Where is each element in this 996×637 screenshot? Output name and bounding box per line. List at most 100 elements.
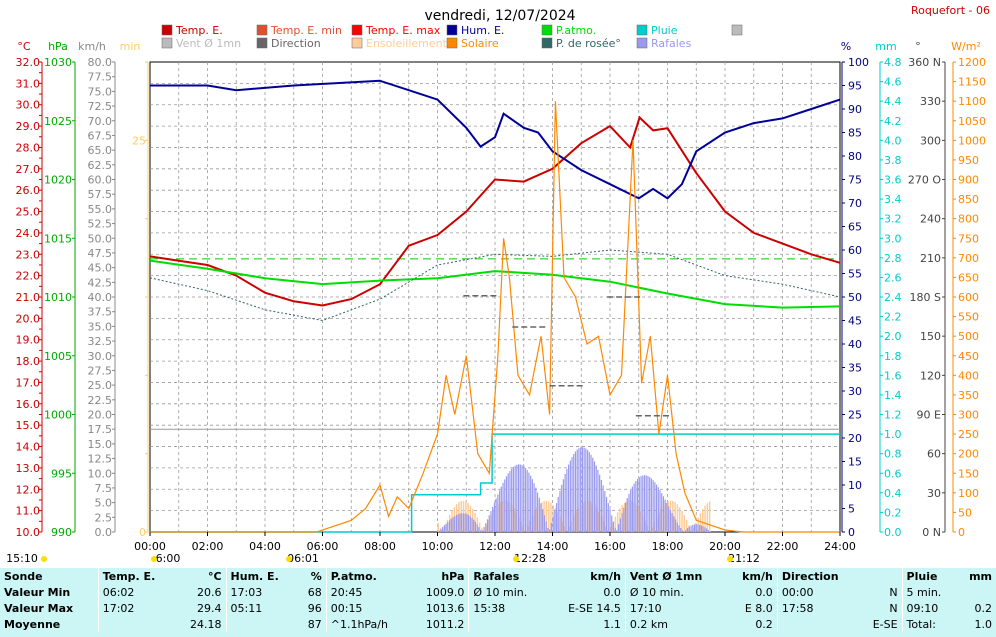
summary-header: hPa bbox=[441, 569, 465, 583]
solar-axis-unit: W/m² bbox=[951, 40, 981, 53]
rain-tick-label: 0.0 bbox=[884, 526, 902, 539]
sunshine-bar bbox=[651, 527, 653, 532]
cell: 17:02 bbox=[97, 600, 176, 616]
pressure-axis-unit: hPa bbox=[48, 40, 68, 53]
legend-swatch bbox=[541, 24, 553, 36]
legend-label: Ensoleillement bbox=[366, 37, 448, 50]
weather-chart: vendredi, 12/07/2024 Roquefort - 06 Temp… bbox=[6, 4, 990, 565]
x-tick-label: 00:00 bbox=[134, 540, 166, 553]
temp-tick-label: 15.0 bbox=[16, 419, 41, 432]
wind-tick-label: 32.5 bbox=[88, 335, 113, 348]
sunshine-bar bbox=[699, 513, 702, 532]
temp-tick-label: 18.0 bbox=[16, 355, 41, 368]
cell: Ø 10 min. bbox=[624, 584, 728, 600]
wind-tick-label: 55.0 bbox=[88, 203, 113, 216]
cell: 20:45 bbox=[325, 584, 410, 600]
legend-swatch bbox=[446, 37, 458, 49]
series-line bbox=[149, 115, 841, 307]
rain-tick-label: 4.2 bbox=[884, 115, 902, 128]
solar-tick-label: 600 bbox=[958, 291, 979, 304]
cell: E 8.0 bbox=[744, 601, 773, 615]
sunshine-bar bbox=[458, 502, 460, 532]
summary-header: % bbox=[310, 569, 322, 583]
solar-tick-label: 100 bbox=[958, 487, 979, 500]
humidity-tick-label: 100 bbox=[848, 56, 869, 69]
direction-tick-label: 330 bbox=[920, 95, 941, 108]
x-tick-label: 04:00 bbox=[249, 540, 281, 553]
wind-tick-label: 50.0 bbox=[88, 232, 113, 245]
cell: 1009.0 bbox=[425, 585, 465, 599]
sunshine-bar bbox=[683, 515, 686, 532]
sunshine-bar bbox=[534, 511, 536, 532]
sunshine-bar bbox=[513, 508, 515, 532]
cell: 09:10 bbox=[901, 600, 957, 616]
solar-tick-label: 1100 bbox=[958, 95, 986, 108]
cell: 24.18 bbox=[190, 617, 222, 631]
sunshine-bar bbox=[520, 521, 522, 532]
direction-tick-label: 150 bbox=[920, 330, 941, 343]
cell bbox=[957, 584, 996, 600]
wind-tick-label: 37.5 bbox=[88, 306, 113, 319]
series-line bbox=[149, 249, 841, 322]
rain-tick-label: 3.6 bbox=[884, 174, 902, 187]
sunshine-axis-unit: min bbox=[120, 40, 141, 53]
pressure-tick-label: 1030 bbox=[44, 56, 72, 69]
cell: 29.4 bbox=[197, 601, 222, 615]
temp-tick-label: 26.0 bbox=[16, 184, 41, 197]
direction-tick-label: 120 bbox=[920, 369, 941, 382]
temp-tick-label: 21.0 bbox=[16, 291, 41, 304]
sunshine-tick-label: 0 bbox=[139, 526, 146, 539]
legend-swatch bbox=[256, 37, 268, 49]
solar-tick-label: 350 bbox=[958, 389, 979, 402]
sunshine-bar bbox=[472, 508, 474, 532]
direction-tick-label: 0 N bbox=[922, 526, 941, 539]
sunshine-bar bbox=[704, 505, 706, 532]
pressure-tick-label: 1010 bbox=[44, 291, 72, 304]
cell: 17:58 bbox=[776, 600, 860, 616]
row-label: Valeur Min bbox=[4, 585, 71, 599]
sunshine-bar bbox=[708, 501, 711, 532]
solar-tick-label: 1050 bbox=[958, 115, 986, 128]
solar-tick-label: 1150 bbox=[958, 76, 986, 89]
humidity-tick-label: 25 bbox=[848, 409, 862, 422]
summary-row: Valeur Min 06:02 20.6 17:03 68 20:45 100… bbox=[0, 584, 996, 600]
sunshine-bar bbox=[616, 512, 619, 532]
sunshine-bar bbox=[706, 503, 709, 532]
sunshine-bar bbox=[644, 520, 646, 532]
rain-tick-label: 2.8 bbox=[884, 252, 902, 265]
temp-tick-label: 11.0 bbox=[16, 505, 41, 518]
wind-tick-label: 30.0 bbox=[88, 350, 113, 363]
sun-marker-dot bbox=[41, 556, 47, 562]
legend-swatch bbox=[351, 37, 363, 49]
wind-tick-label: 20.0 bbox=[88, 409, 113, 422]
rain-tick-label: 1.6 bbox=[884, 369, 902, 382]
cell: 0.2 bbox=[974, 601, 993, 615]
summary-header: Sonde bbox=[4, 569, 43, 583]
wind-tick-label: 10.0 bbox=[88, 467, 113, 480]
solar-tick-label: 1000 bbox=[958, 134, 986, 147]
rain-tick-label: 2.4 bbox=[884, 291, 902, 304]
solar-tick-label: 900 bbox=[958, 174, 979, 187]
wind-tick-label: 22.5 bbox=[88, 394, 113, 407]
cell: 96 bbox=[307, 601, 322, 615]
wind-tick-label: 15.0 bbox=[88, 438, 113, 451]
summary-header: Pluie bbox=[901, 568, 957, 584]
cell: E-SE bbox=[872, 617, 898, 631]
rain-tick-label: 0.8 bbox=[884, 448, 902, 461]
legend-label: Solaire bbox=[461, 37, 499, 50]
sunshine-bar bbox=[603, 520, 605, 532]
rain-tick-label: 1.2 bbox=[884, 409, 902, 422]
series-line bbox=[149, 259, 841, 309]
summary-header: Direction bbox=[776, 568, 860, 584]
humidity-tick-label: 80 bbox=[848, 150, 862, 163]
humidity-tick-label: 5 bbox=[848, 503, 855, 516]
temp-tick-label: 30.0 bbox=[16, 99, 41, 112]
cell: 00:00 bbox=[776, 584, 860, 600]
humidity-tick-label: 20 bbox=[848, 432, 862, 445]
solar-tick-label: 700 bbox=[958, 252, 979, 265]
temp-tick-label: 29.0 bbox=[16, 120, 41, 133]
sun-marker-dot bbox=[151, 556, 157, 562]
wind-tick-label: 27.5 bbox=[88, 364, 113, 377]
cell: Ø 10 min. bbox=[468, 584, 548, 600]
summary-header: mm bbox=[969, 569, 992, 583]
